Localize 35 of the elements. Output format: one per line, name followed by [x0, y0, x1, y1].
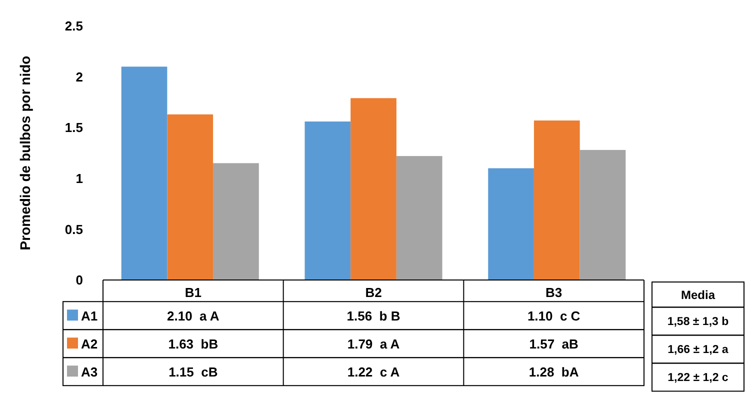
y-tick-label: 0.5 — [64, 222, 83, 237]
x-tick-label: B1 — [184, 285, 202, 300]
text: 1,66 ± 1,2 a — [668, 344, 729, 356]
data-label: 1.63 bB — [168, 336, 218, 352]
y-tick-label: 2.5 — [64, 18, 83, 34]
data-label: 1.22 c A — [347, 364, 400, 380]
bar — [304, 122, 351, 280]
bar — [350, 98, 396, 280]
data-label: 1.79 a A — [347, 336, 400, 352]
legend-label: A1 — [81, 308, 98, 324]
bar — [121, 66, 168, 280]
bar — [488, 168, 534, 280]
y-tick-label: 1.5 — [64, 120, 83, 136]
legend-label: A3 — [81, 364, 98, 380]
data-label: 1.57 aB — [529, 336, 578, 352]
y-axis-title: Promedio de bulbos por nido — [17, 56, 33, 250]
y-tick-label: 0 — [76, 272, 83, 288]
data-label: 1.10 c C — [527, 308, 581, 324]
data-label: 2.10 a A — [167, 308, 220, 324]
x-tick-label: B2 — [365, 285, 382, 300]
data-label: 1.15 cB — [168, 364, 218, 380]
y-tick-label: 1 — [76, 170, 83, 186]
legend-label: A2 — [81, 336, 98, 352]
y-tick-label: 2 — [76, 69, 83, 84]
bar — [396, 156, 442, 280]
text: Media — [680, 288, 716, 302]
bar — [167, 114, 214, 280]
text: 1,58 ± 1,3 b — [667, 316, 729, 328]
bar — [534, 120, 580, 280]
bar — [580, 150, 626, 280]
data-label: 1.56 b B — [346, 308, 400, 324]
x-tick-label: B3 — [546, 285, 562, 300]
data-label: 1.28 bA — [528, 364, 580, 380]
text: 1,22 ± 1,2 c — [668, 372, 729, 384]
bar — [213, 163, 259, 280]
